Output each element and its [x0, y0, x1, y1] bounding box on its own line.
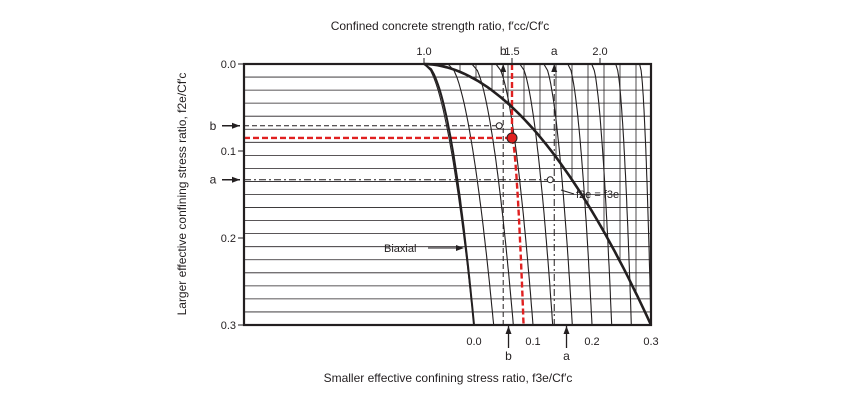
example-point-a — [546, 176, 554, 184]
annotation-biaxial: Biaxial — [384, 243, 416, 255]
x-tick-label: 0.2 — [584, 336, 599, 348]
annotation-equal-stress-leader — [560, 189, 575, 195]
iso-curve — [567, 63, 593, 326]
example-point-b — [495, 122, 503, 130]
top-letter-b: b — [500, 44, 507, 58]
bottom-arrow-a — [563, 326, 570, 334]
iso-curve — [591, 63, 613, 326]
letter-markers: b a b a b a — [210, 44, 571, 363]
y-axis-title: Larger effective confining stress ratio,… — [175, 73, 189, 316]
top-axis-title: Confined concrete strength ratio, f′cc/C… — [331, 19, 550, 33]
y-tick-label: 0.3 — [221, 320, 236, 332]
x-tick-label: 0.3 — [643, 336, 658, 348]
highlight-path — [244, 64, 525, 326]
tick-labels: 1.0 1.5 2.0 0.0 0.1 0.2 0.3 0.0 0.1 0.2 0.3 — [221, 46, 659, 348]
boundary-curves — [423, 62, 653, 326]
left-letter-b: b — [210, 119, 217, 133]
bottom-arrow-b — [505, 326, 512, 334]
iso-curve — [495, 63, 534, 326]
y-tick-label: 0.0 — [221, 59, 236, 71]
highlight-curve — [510, 137, 525, 326]
x-tick-label: 0.1 — [525, 336, 540, 348]
iso-curve — [519, 63, 554, 326]
highlight-point — [506, 132, 518, 144]
x-axis-title: Smaller effective confining stress ratio… — [324, 371, 573, 385]
bottom-letter-a: a — [563, 349, 570, 363]
left-letter-a: a — [210, 173, 217, 187]
left-arrow-a — [232, 176, 240, 183]
annotations: Biaxial f2e = f3e — [384, 189, 619, 255]
biaxial-curve — [423, 63, 475, 326]
bottom-letter-b: b — [505, 349, 512, 363]
x-tick-label: 0.0 — [466, 336, 481, 348]
y-tick-label: 0.2 — [221, 233, 236, 245]
iso-curve — [543, 63, 573, 326]
top-tick-label: 2.0 — [592, 46, 607, 58]
top-letter-a: a — [551, 44, 558, 58]
top-tick-label: 1.0 — [416, 46, 431, 58]
vertical-grid — [443, 64, 637, 294]
plot-frame — [242, 62, 653, 327]
iso-curve — [471, 63, 514, 326]
top-arrow-b — [500, 64, 507, 72]
example-lines — [244, 64, 555, 325]
top-arrow-a — [551, 64, 558, 72]
left-arrow-b — [232, 122, 240, 129]
y-tick-label: 0.1 — [221, 146, 236, 158]
top-tick-label: 1.5 — [504, 46, 519, 58]
annotation-biaxial-arrow — [456, 245, 464, 251]
annotation-equal-stress: f2e = f3e — [576, 189, 619, 201]
iso-curve — [447, 63, 495, 326]
equal-stress-curve — [423, 62, 653, 326]
horizontal-grid — [244, 76, 651, 313]
